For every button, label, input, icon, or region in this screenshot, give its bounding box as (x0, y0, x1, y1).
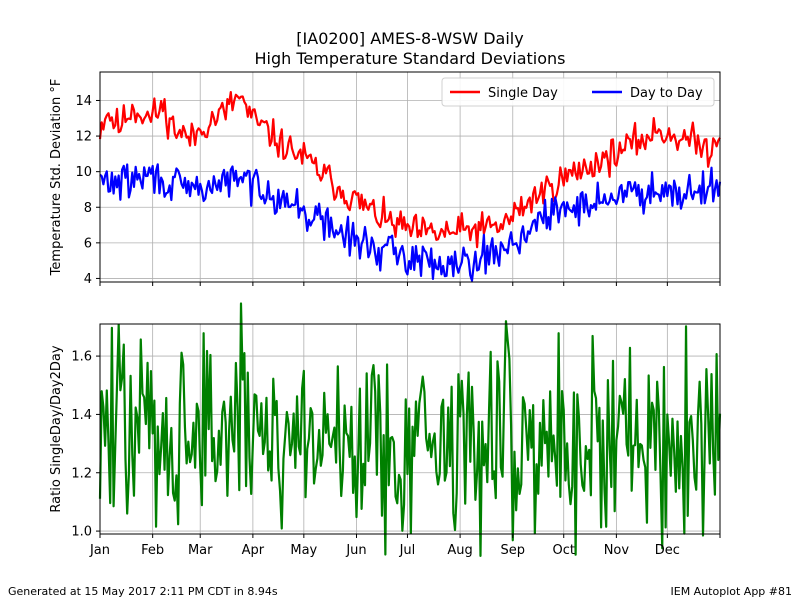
y-tick-label: 1.0 (71, 525, 92, 540)
x-tick-label: Aug (447, 543, 472, 558)
x-tick-label: Jul (399, 543, 416, 558)
y-tick-label: 12 (75, 130, 92, 145)
top-panel: 4 6 8 10 12 14 Temperature Std. Deviation °F Si… (49, 71, 722, 287)
y-tick-label: 10 (75, 165, 92, 180)
x-tick-label: Mar (188, 543, 213, 558)
y-tick-label: 6 (84, 236, 92, 251)
axes-frame (99, 323, 721, 535)
bottom-panel: 1.0 1.2 1.4 1.6 Jan Feb Mar Apr May Jun Jul Aug Sep O… (49, 302, 722, 558)
y-axis-label: Ratio SingleDay/Day2Day (49, 345, 64, 512)
footer-generated-text: Generated at 15 May 2017 2:11 PM CDT in … (8, 585, 278, 598)
y-tick-label: 1.4 (71, 408, 92, 423)
legend-label: Day to Day (630, 86, 703, 101)
axes-frame (99, 71, 721, 283)
x-tick-label: May (290, 543, 317, 558)
chart-title-line1: [IA0200] AMES-8-WSW Daily (296, 29, 523, 48)
footer-app-text: IEM Autoplot App #81 (670, 585, 793, 598)
x-tick-label: Jun (345, 543, 366, 558)
y-tick-label: 1.6 (71, 350, 92, 365)
x-tick-label: Sep (501, 543, 526, 558)
x-tick-label: Jan (89, 543, 110, 558)
y-tick-label: 1.2 (71, 466, 92, 481)
x-tick-label: Apr (242, 543, 265, 558)
legend-box (441, 77, 715, 107)
x-tick-label: Nov (604, 543, 630, 558)
chart-title-line2: High Temperature Standard Deviations (254, 49, 565, 68)
series-line-single-day (98, 90, 721, 249)
y-tick-label: 4 (84, 272, 92, 287)
x-tick-label: Dec (655, 543, 680, 558)
x-tick-label: Oct (552, 543, 574, 558)
legend-label: Single Day (488, 86, 558, 101)
y-axis-label: Temperature Std. Deviation °F (49, 79, 64, 277)
x-tick-label: Feb (141, 543, 164, 558)
series-line-day-to-day (99, 163, 722, 282)
y-tick-label: 14 (75, 94, 92, 109)
y-tick-label: 8 (84, 201, 92, 216)
series-line-ratio (98, 302, 722, 557)
